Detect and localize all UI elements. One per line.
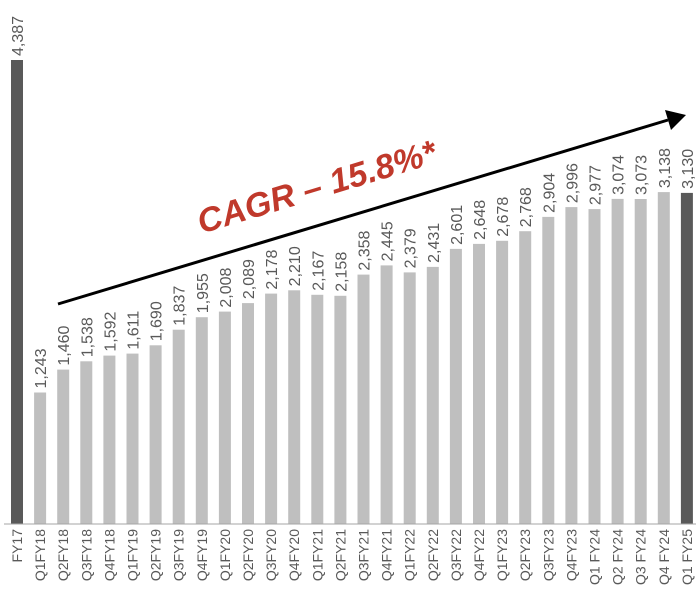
value-label: 1,611 — [126, 311, 143, 350]
bar-q2fy21 — [334, 295, 347, 524]
bar-q2-fy24 — [611, 198, 624, 524]
value-label: 1,837 — [172, 286, 189, 326]
bar-q2fy23 — [519, 231, 532, 524]
value-label: 2,904 — [541, 173, 558, 213]
bar-q2fy20 — [242, 303, 254, 524]
value-label: 2,158 — [333, 252, 350, 292]
bar-q4fy22 — [473, 243, 485, 524]
category-label: Q1FY22 — [402, 529, 418, 581]
category-label: Q4FY19 — [194, 529, 210, 581]
category-label: Q3 FY24 — [633, 529, 649, 585]
value-label: 1,955 — [195, 273, 212, 313]
category-label: Q1 FY25 — [679, 529, 695, 585]
value-label: 1,690 — [149, 301, 166, 341]
category-label: Q2FY20 — [240, 529, 256, 581]
category-label: Q3FY18 — [78, 529, 94, 581]
cagr-arrow-head — [665, 110, 686, 130]
bar-q2fy18 — [57, 369, 70, 524]
cagr-arrow — [57, 110, 686, 306]
bar-q3fy22 — [449, 248, 462, 524]
bar-q1-fy24 — [588, 209, 601, 524]
bar-q3fy21 — [357, 274, 370, 524]
value-label: 1,460 — [56, 325, 73, 365]
bar-q2fy19 — [149, 345, 162, 524]
bar-q4-fy24 — [657, 192, 670, 524]
bar-q1-fy25 — [680, 192, 693, 524]
value-label: 2,167 — [310, 251, 327, 291]
category-label: Q2FY22 — [425, 529, 441, 581]
category-label: Q1FY21 — [309, 529, 325, 581]
value-label: 1,243 — [33, 348, 50, 388]
bar-q3fy20 — [265, 293, 278, 524]
bar-q2fy22 — [426, 266, 439, 524]
bar-q4fy19 — [195, 317, 208, 524]
value-label: 2,178 — [264, 249, 281, 289]
category-label: Q4FY20 — [286, 529, 302, 581]
value-label: 2,601 — [449, 205, 466, 245]
bar-q4fy18 — [103, 355, 116, 524]
category-label: Q1FY23 — [494, 529, 510, 581]
category-label: Q4FY21 — [379, 529, 395, 581]
category-label: Q2FY19 — [148, 529, 164, 581]
value-label: 2,996 — [564, 163, 581, 203]
value-label: 1,538 — [79, 317, 96, 357]
bar-q1fy18 — [34, 392, 47, 524]
bar-q3-fy24 — [634, 199, 647, 524]
value-label: 4,387 — [10, 16, 27, 56]
bar-q3fy18 — [80, 361, 93, 524]
category-label: Q3FY19 — [171, 529, 187, 581]
value-label: 1,592 — [102, 311, 119, 351]
category-label: Q1 FY24 — [587, 529, 603, 585]
category-label: Q3FY23 — [540, 529, 556, 581]
value-label: 2,431 — [426, 223, 443, 263]
bar-q1fy19 — [126, 353, 139, 524]
category-label: Q2FY18 — [55, 529, 71, 581]
category-label: Q3FY21 — [356, 529, 372, 581]
category-labels-group: FY17 Q1FY18 Q2FY18 Q3FY18 Q4FY18 Q1FY19 Q2FY19… — [9, 529, 695, 585]
value-label: 2,445 — [380, 221, 397, 261]
value-label: 2,768 — [518, 187, 535, 227]
category-label: Q3FY22 — [448, 529, 464, 581]
value-label: 2,678 — [495, 197, 512, 237]
value-label: 3,074 — [611, 155, 628, 195]
bar-q1fy22 — [403, 272, 416, 524]
category-label: Q4 FY24 — [656, 529, 672, 585]
value-label: 2,089 — [241, 259, 258, 299]
value-label: 2,379 — [403, 228, 420, 268]
category-label: Q3FY20 — [263, 529, 279, 581]
bar-q3fy23 — [542, 216, 555, 524]
value-label: 2,648 — [472, 200, 489, 240]
category-label: Q4FY23 — [563, 529, 579, 581]
bar-q1fy20 — [218, 311, 231, 524]
bar-q3fy19 — [172, 329, 185, 524]
category-label: Q2FY23 — [517, 529, 533, 581]
value-labels-group: 4,387 1,243 1,460 1,538 1,592 1,611 1,690 1,837… — [10, 16, 696, 389]
bars-group — [11, 60, 693, 525]
category-label: Q2 FY24 — [610, 529, 626, 585]
bar-q4fy23 — [565, 207, 578, 524]
category-label: Q1FY19 — [125, 529, 141, 581]
bar-q4fy21 — [380, 265, 393, 524]
value-label: 2,210 — [287, 246, 304, 286]
value-label: 2,358 — [357, 230, 374, 270]
category-label: Q1FY20 — [217, 529, 233, 581]
category-label: FY17 — [9, 529, 25, 563]
value-label: 3,130 — [680, 149, 696, 189]
category-label: Q2FY21 — [332, 529, 348, 581]
bar-q1fy21 — [311, 294, 324, 524]
bar-q1fy23 — [496, 240, 509, 525]
value-label: 2,008 — [218, 267, 235, 307]
bar-q4fy20 — [288, 290, 301, 524]
category-label: Q4FY18 — [101, 529, 117, 581]
category-label: Q1FY18 — [32, 529, 48, 581]
category-label: Q4FY22 — [471, 529, 487, 581]
value-label: 3,138 — [657, 148, 674, 188]
value-label: 3,073 — [634, 155, 651, 195]
cagr-arrow-line — [57, 118, 669, 306]
bar-fy17 — [11, 60, 23, 524]
value-label: 2,977 — [588, 165, 605, 205]
